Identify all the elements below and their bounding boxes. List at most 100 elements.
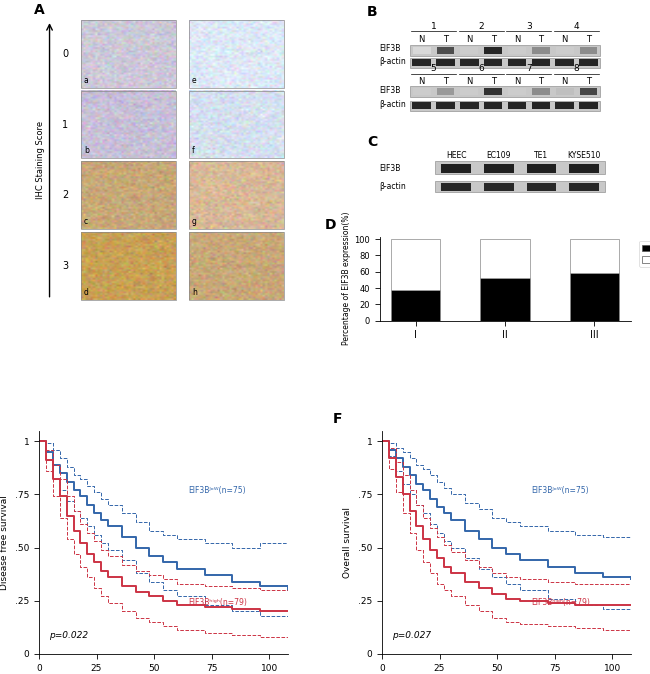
Text: T: T	[443, 78, 448, 86]
Bar	[436, 102, 455, 109]
Bar	[435, 161, 605, 175]
Bar	[412, 102, 431, 109]
Bar	[555, 59, 574, 66]
Bar	[81, 232, 176, 300]
Bar	[532, 88, 550, 94]
Text: B: B	[367, 5, 378, 20]
Text: 7: 7	[526, 64, 532, 73]
Text: 6: 6	[478, 64, 484, 73]
Text: D: D	[324, 218, 336, 232]
Text: A: A	[34, 3, 44, 18]
Text: 1: 1	[62, 119, 68, 129]
Bar	[532, 47, 550, 54]
Text: d: d	[84, 288, 88, 297]
Bar	[580, 88, 597, 94]
Bar	[484, 59, 502, 66]
Bar	[410, 86, 601, 96]
Text: 2: 2	[478, 22, 484, 31]
Text: β-actin: β-actin	[380, 183, 406, 191]
Bar	[556, 47, 573, 54]
Bar	[484, 47, 502, 54]
Bar	[484, 88, 502, 94]
Bar	[413, 47, 430, 54]
Bar	[437, 88, 454, 94]
Bar	[460, 88, 478, 94]
Text: 1: 1	[431, 22, 436, 31]
Text: TE1: TE1	[534, 151, 549, 160]
Text: N: N	[514, 78, 520, 86]
Text: T: T	[443, 35, 448, 44]
Text: 2: 2	[62, 190, 68, 200]
Text: T: T	[538, 35, 543, 44]
Text: EIF3B: EIF3B	[380, 86, 401, 95]
Bar	[391, 290, 440, 321]
Text: 3: 3	[62, 261, 68, 271]
Bar	[189, 161, 284, 229]
Text: N: N	[466, 78, 473, 86]
Bar	[579, 59, 598, 66]
Text: b: b	[84, 146, 88, 156]
Text: 3: 3	[526, 22, 532, 31]
Text: g: g	[192, 217, 197, 226]
Bar	[569, 164, 599, 173]
Bar	[526, 183, 556, 191]
Bar	[556, 88, 573, 94]
Text: T: T	[491, 78, 496, 86]
Text: β-actin: β-actin	[380, 57, 406, 66]
Bar	[81, 20, 176, 88]
Text: N: N	[562, 35, 568, 44]
Text: 4: 4	[574, 22, 579, 31]
Text: 0: 0	[62, 49, 68, 59]
Bar	[441, 164, 471, 173]
Bar	[580, 47, 597, 54]
Text: EIF3B: EIF3B	[380, 44, 401, 53]
Legend: EIF3B-high, EIF3B-low: EIF3B-high, EIF3B-low	[640, 241, 650, 267]
Text: EIF3Bʰⁱᵍʰ(n=79): EIF3Bʰⁱᵍʰ(n=79)	[531, 598, 590, 607]
Text: F: F	[332, 412, 342, 426]
Bar	[460, 59, 478, 66]
Bar	[410, 58, 601, 67]
Text: a: a	[84, 75, 88, 85]
Text: EIF3Bᴶᵒᵂ(n=75): EIF3Bᴶᵒᵂ(n=75)	[188, 486, 246, 495]
Text: 5: 5	[431, 64, 436, 73]
Text: 8: 8	[574, 64, 579, 73]
Bar	[569, 183, 599, 191]
Y-axis label: Disease free survival: Disease free survival	[1, 495, 9, 590]
Bar	[410, 45, 601, 56]
Bar	[412, 59, 431, 66]
Bar	[413, 88, 430, 94]
Text: p=0.022: p=0.022	[49, 631, 88, 640]
Bar	[460, 47, 478, 54]
Bar	[435, 181, 605, 192]
Text: f: f	[192, 146, 194, 156]
Bar	[81, 91, 176, 158]
Text: e: e	[192, 75, 196, 85]
Text: β-actin: β-actin	[380, 100, 406, 109]
Text: p=0.027: p=0.027	[392, 631, 431, 640]
Text: EC109: EC109	[487, 151, 511, 160]
Bar	[570, 239, 619, 272]
Bar	[532, 102, 550, 109]
Text: EIF3Bʰⁱᵍʰ(n=79): EIF3Bʰⁱᵍʰ(n=79)	[188, 598, 247, 607]
Bar	[437, 47, 454, 54]
Text: h: h	[192, 288, 197, 297]
Bar	[484, 183, 514, 191]
Bar	[391, 239, 440, 290]
Bar	[189, 91, 284, 158]
Bar	[480, 278, 530, 321]
Y-axis label: Overall survival: Overall survival	[343, 507, 352, 578]
Text: T: T	[586, 35, 591, 44]
Text: KYSE510: KYSE510	[567, 151, 601, 160]
Bar	[508, 47, 526, 54]
Text: HEEC: HEEC	[446, 151, 466, 160]
Bar	[480, 239, 530, 278]
Bar	[526, 164, 556, 173]
Bar	[189, 20, 284, 88]
Text: N: N	[514, 35, 520, 44]
Bar	[484, 102, 502, 109]
Bar	[532, 59, 550, 66]
Bar	[508, 59, 526, 66]
Text: N: N	[419, 78, 425, 86]
Text: N: N	[562, 78, 568, 86]
Text: T: T	[491, 35, 496, 44]
